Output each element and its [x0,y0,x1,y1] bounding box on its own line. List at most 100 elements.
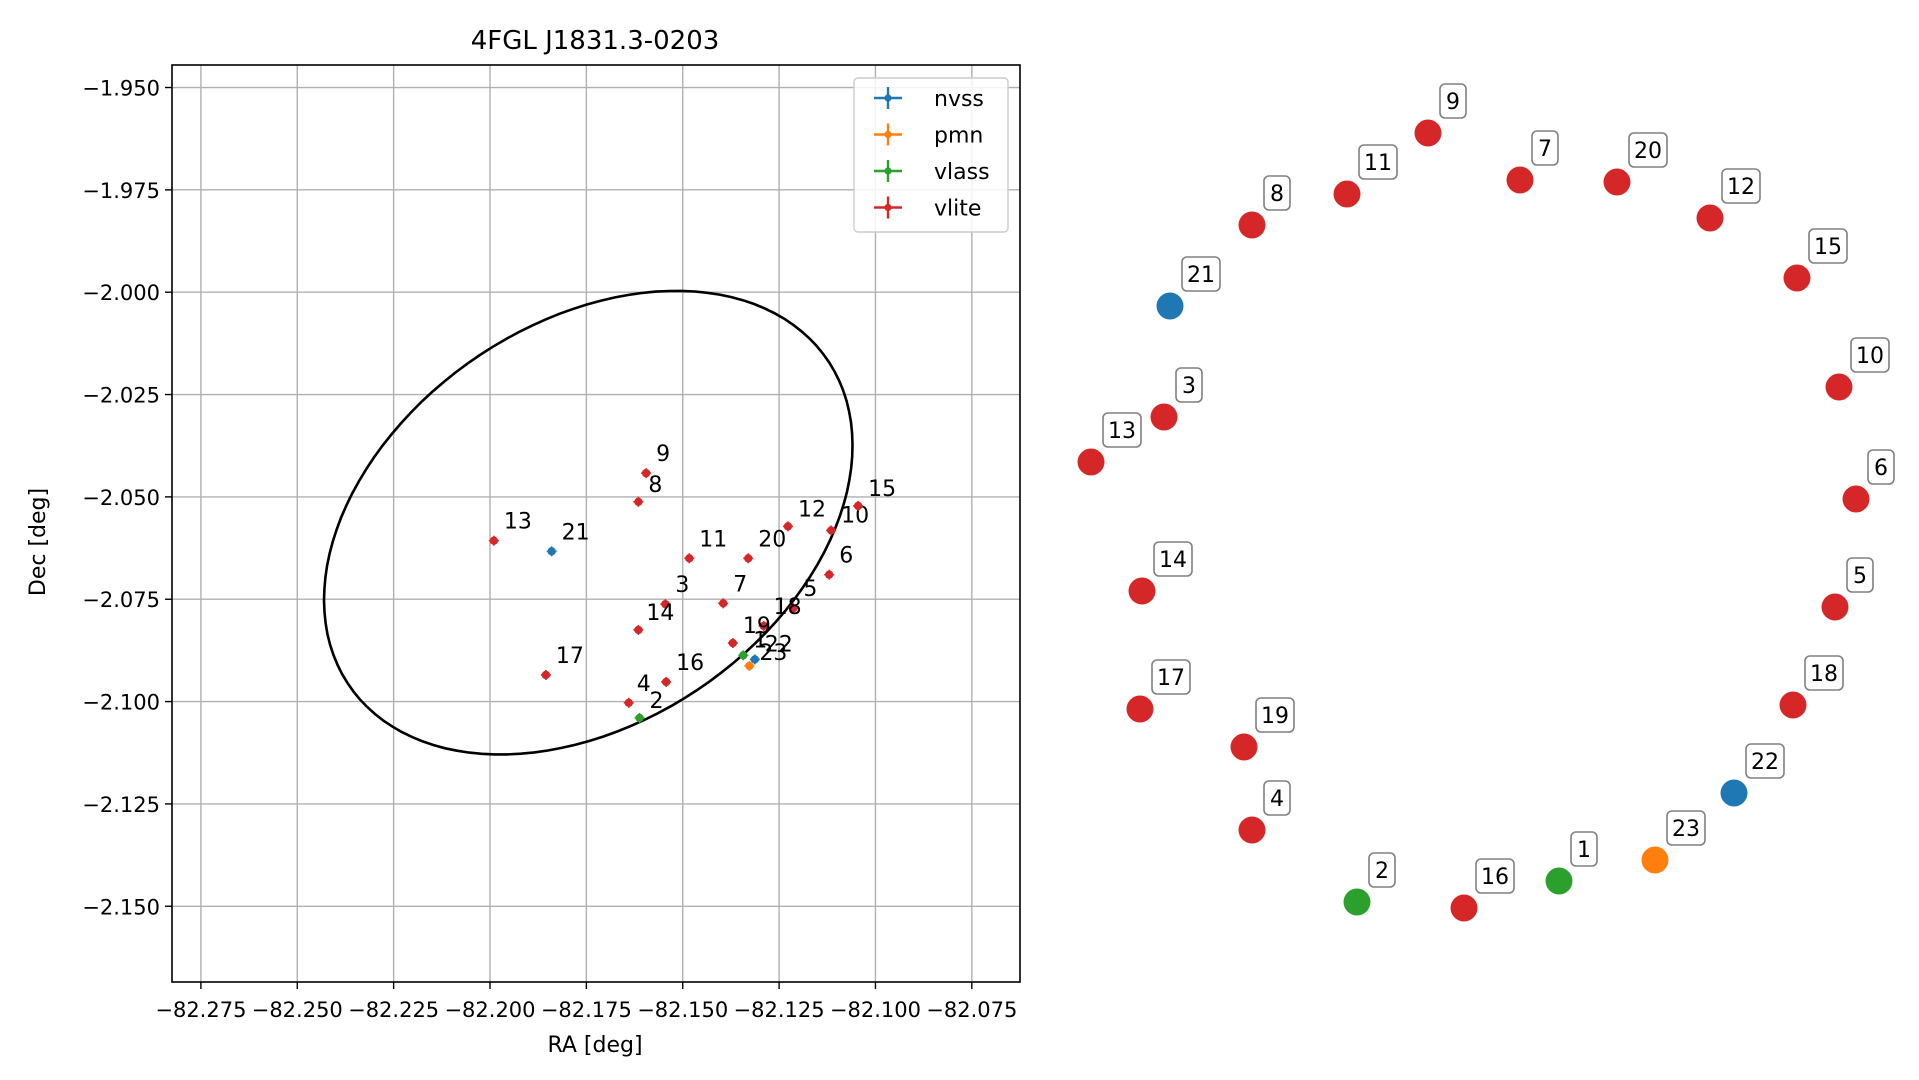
x-tick-label: −82.225 [348,998,439,1022]
ring-marker-21 [1156,292,1184,320]
x-tick-label: −82.250 [252,998,343,1022]
ring-marker-20 [1603,168,1631,196]
ring-label-box [1531,130,1559,166]
legend-dot [884,94,892,102]
ring-label-1: 1 [1577,838,1591,863]
ring-label-9: 9 [1446,90,1460,115]
point-label-11: 11 [699,527,727,552]
ring-label-3: 3 [1182,374,1196,399]
point-label-21: 21 [562,520,590,545]
source-point-11 [685,554,694,563]
x-tick-label: −82.100 [830,998,921,1022]
ring-label-18: 18 [1810,662,1838,687]
ring-label-20: 20 [1634,139,1662,164]
point-label-5: 5 [803,577,817,602]
source-point-17 [541,670,551,680]
ring-label-box [1475,858,1515,894]
y-tick-label: −1.975 [82,179,160,203]
y-axis-label: Dec [deg] [26,488,51,596]
ring-marker-7 [1506,166,1534,194]
point-label-13: 13 [504,510,532,535]
legend-label-vlite: vlite [934,197,981,222]
ring-marker-15 [1783,264,1811,292]
y-tick-label: −2.150 [82,895,160,919]
source-point-8 [634,497,643,507]
ring-marker-8 [1238,211,1266,239]
ring-marker-11 [1333,180,1361,208]
y-tick-label: −1.950 [82,77,160,101]
point-label-4: 4 [637,672,651,697]
legend-dot [884,167,892,175]
ring-label-box [1808,228,1848,264]
point-label-7: 7 [733,572,747,597]
source-point-5 [789,604,798,613]
x-tick-label: −82.175 [541,998,632,1022]
ring-label-14: 14 [1159,548,1187,573]
legend-dot [884,203,892,212]
point-label-9: 9 [656,442,670,467]
ring-marker-18 [1779,691,1807,719]
ring-marker-12 [1696,204,1724,232]
plot-frame [171,64,1021,983]
source-point-13 [489,536,499,545]
ring-marker-14 [1128,577,1156,605]
point-label-23: 23 [759,641,787,666]
source-point-6 [825,570,834,579]
ring-marker-2 [1343,888,1371,916]
ring-marker-16 [1450,894,1478,922]
ring-marker-22 [1720,779,1748,807]
source-point-19 [728,638,738,648]
ring-label-box [1439,83,1467,119]
ring-label-box [1666,810,1706,846]
point-label-20: 20 [758,527,786,552]
x-tick-label: −82.075 [926,998,1017,1022]
ring-label-11: 11 [1364,151,1392,176]
legend-dot [884,130,892,139]
point-label-22: 22 [765,632,793,657]
ring-label-16: 16 [1481,865,1509,890]
ring-label-5: 5 [1853,564,1867,589]
ring-label-10: 10 [1856,344,1884,369]
ring-label-box [1721,168,1761,204]
ring-label-12: 12 [1727,175,1755,200]
ring-label-4: 4 [1270,787,1284,812]
ring-label-box [1263,780,1291,816]
x-axis-label: RA [deg] [547,1033,642,1058]
x-tick-label: −82.150 [637,998,728,1022]
source-point-16 [661,677,671,687]
ring-label-15: 15 [1814,235,1842,260]
source-point-10 [826,526,836,535]
point-label-17: 17 [556,644,584,669]
y-tick-label: −2.100 [82,691,160,715]
ring-label-box [1263,175,1291,211]
point-label-2: 2 [650,689,664,714]
ring-label-19: 19 [1261,704,1289,729]
legend-label-pmn: pmn [934,124,983,149]
ring-label-box [1255,697,1295,733]
source-point-21 [547,547,556,556]
point-label-18: 18 [774,595,802,620]
y-tick-label: −2.075 [82,588,160,612]
point-label-14: 14 [646,601,674,626]
source-point-4 [624,698,633,708]
source-point-22 [750,655,760,664]
ring-label-13: 13 [1108,419,1136,444]
legend-label-vlass: vlass [934,160,990,185]
x-tick-label: −82.125 [734,998,825,1022]
y-tick-label: −2.050 [82,486,160,510]
point-label-15: 15 [868,477,896,502]
ring-label-box [1846,557,1874,593]
ring-label-7: 7 [1538,137,1552,162]
ring-label-box [1867,449,1895,485]
source-point-1 [739,651,748,660]
ring-marker-23 [1641,846,1669,874]
ring-marker-13 [1077,448,1105,476]
source-point-7 [719,599,728,608]
point-label-19: 19 [743,614,771,639]
ring-marker-6 [1842,485,1870,513]
ring-label-box [1368,852,1396,888]
ring-label-box [1804,655,1844,691]
x-tick-label: −82.275 [155,998,246,1022]
